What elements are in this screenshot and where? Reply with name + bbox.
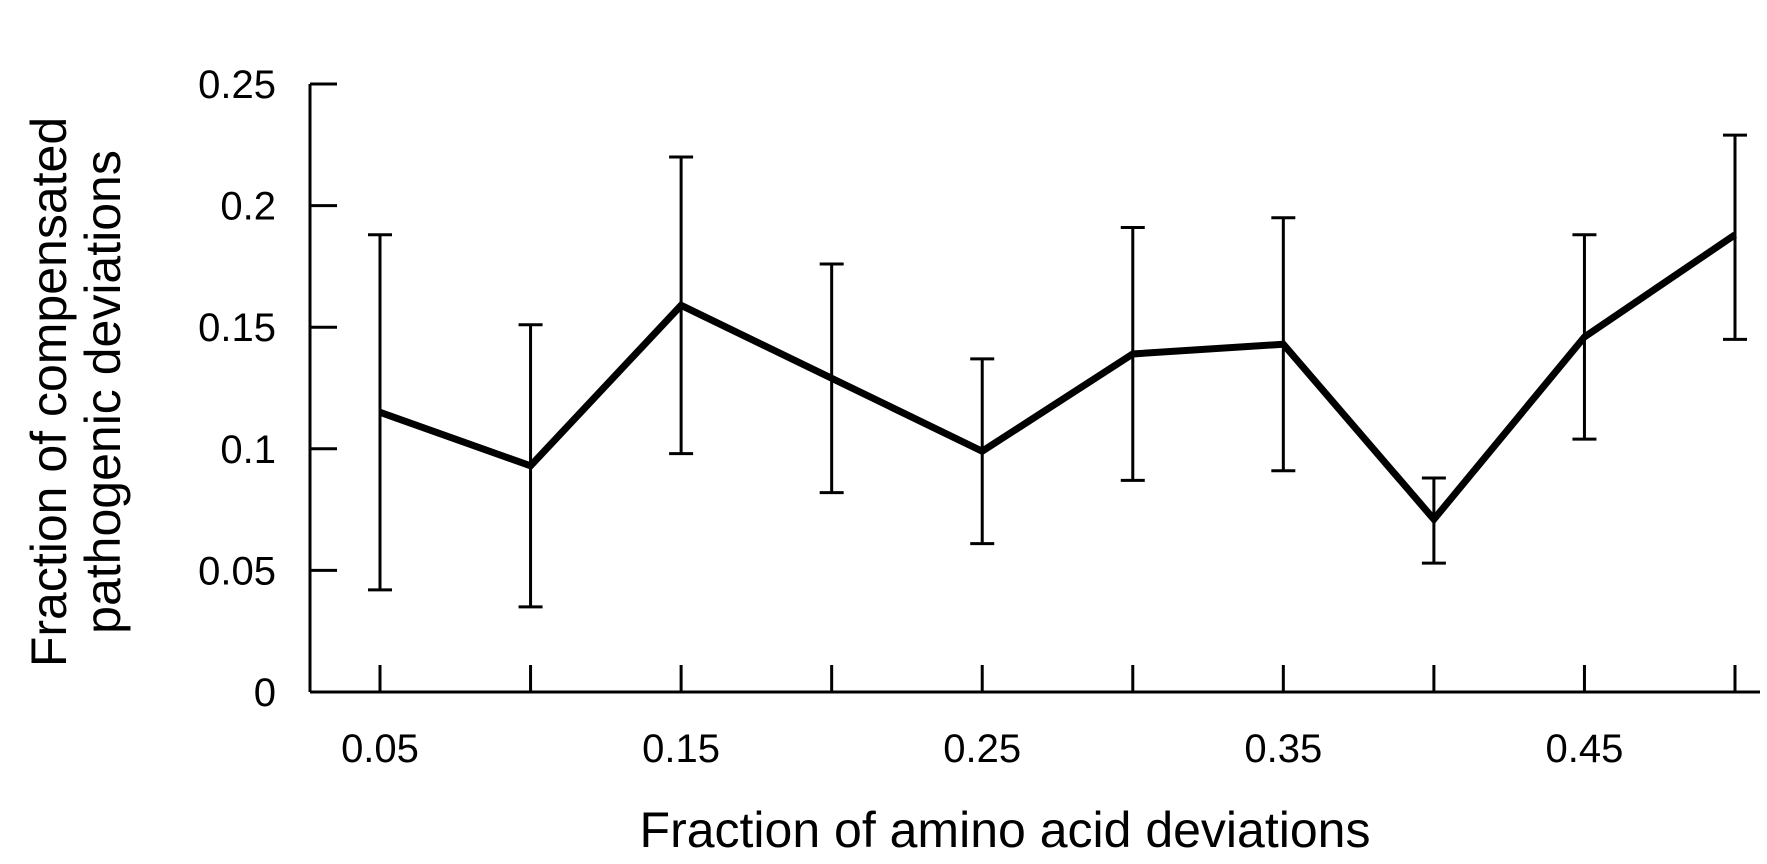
- x-tick-label: 0.45: [1546, 727, 1624, 771]
- error-bars: [368, 133, 1747, 609]
- y-tick-label: 0.1: [220, 428, 276, 472]
- data-point: [1132, 353, 1134, 355]
- data-point: [1282, 343, 1284, 345]
- series-group: [378, 231, 1737, 525]
- axes: [308, 84, 1760, 694]
- data-point: [680, 304, 682, 306]
- data-point: [1583, 336, 1585, 338]
- y-tick-label: 0: [254, 671, 276, 715]
- y-tick-label: 0.15: [198, 306, 276, 350]
- y-axis-title-line-1: Fraction of compensated: [21, 117, 77, 667]
- data-point: [1433, 518, 1435, 520]
- x-axis-ticks: 0.05 0.15 0.25 0.35 0.45: [341, 665, 1737, 771]
- data-point: [1734, 234, 1736, 236]
- y-axis-ticks: 0 0.05 0.1 0.15 0.2 0.25: [198, 63, 337, 715]
- data-point: [379, 411, 381, 413]
- y-tick-label: 0.05: [198, 549, 276, 593]
- y-axis-title-line-2: pathogenic deviations: [75, 150, 131, 634]
- data-point: [530, 465, 532, 467]
- x-tick-label: 0.05: [341, 727, 419, 771]
- x-tick-label: 0.15: [642, 727, 720, 771]
- y-tick-label: 0.2: [220, 185, 276, 229]
- data-point: [981, 450, 983, 452]
- x-axis-title: Fraction of amino acid deviations: [640, 802, 1371, 858]
- y-axis-title: Fraction of compensated pathogenic devia…: [21, 117, 131, 667]
- y-tick-label: 0.25: [198, 63, 276, 107]
- x-tick-label: 0.25: [943, 727, 1021, 771]
- x-tick-label: 0.35: [1244, 727, 1322, 771]
- data-point: [831, 377, 833, 379]
- series-line: [378, 231, 1737, 525]
